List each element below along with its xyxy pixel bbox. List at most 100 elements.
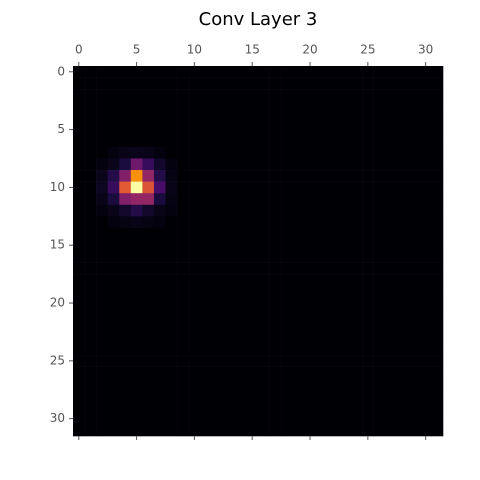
heatmap-cell — [130, 66, 143, 78]
heatmap-cell — [177, 204, 189, 217]
heatmap-cell — [258, 89, 270, 101]
heatmap-cell — [84, 285, 97, 298]
heatmap-cell — [304, 181, 317, 194]
heatmap-cell — [258, 424, 270, 437]
heatmap-cell — [165, 89, 178, 101]
heatmap-cell — [165, 424, 178, 437]
heatmap-cell — [396, 66, 409, 78]
heatmap-cell — [200, 193, 213, 206]
heatmap-cell — [281, 239, 293, 252]
heatmap-cell — [119, 123, 132, 136]
heatmap-cell — [165, 262, 178, 275]
heatmap-cell — [338, 285, 351, 298]
heatmap-cell — [223, 146, 236, 159]
heatmap-cell — [408, 355, 421, 367]
heatmap-cell — [269, 158, 282, 171]
heatmap-cell — [292, 355, 305, 367]
heatmap-cell — [223, 320, 236, 333]
heatmap-cell — [362, 100, 374, 113]
heatmap-cell — [408, 343, 421, 356]
heatmap-cell — [96, 89, 108, 101]
heatmap-cell — [292, 251, 305, 263]
heatmap-cell — [84, 251, 97, 263]
heatmap-cell — [373, 355, 386, 367]
heatmap-cell — [327, 77, 340, 90]
heatmap-cell — [234, 77, 247, 90]
heatmap-cell — [258, 66, 270, 78]
heatmap-cell — [246, 227, 259, 240]
heatmap-cell — [211, 123, 224, 136]
heatmap-cell — [234, 227, 247, 240]
heatmap-cell — [315, 274, 328, 286]
heatmap-cell — [292, 89, 305, 101]
heatmap-cell — [258, 239, 270, 252]
heatmap-cell — [73, 389, 85, 402]
heatmap-cell — [362, 320, 374, 333]
heatmap-cell — [408, 424, 421, 437]
heatmap-cell — [419, 239, 432, 252]
heatmap-cell — [419, 251, 432, 263]
heatmap-cell — [119, 366, 132, 379]
heatmap-cell — [223, 355, 236, 367]
heatmap-cell — [96, 378, 108, 391]
heatmap-cell — [373, 401, 386, 414]
heatmap-cell — [258, 77, 270, 90]
heatmap-cell — [327, 424, 340, 437]
heatmap-cell — [188, 204, 201, 217]
heatmap-cell — [130, 424, 143, 437]
heatmap-cell — [84, 401, 97, 414]
heatmap-cell — [153, 412, 166, 425]
heatmap-cell — [165, 146, 178, 159]
heatmap-cell — [119, 389, 132, 402]
heatmap-cell — [119, 89, 132, 101]
heatmap-cell — [211, 297, 224, 310]
heatmap-cell — [130, 343, 143, 356]
heatmap-cell — [419, 355, 432, 367]
heatmap-cell — [130, 158, 143, 171]
heatmap-cell — [350, 112, 363, 125]
heatmap-cell — [200, 401, 213, 414]
heatmap-cell — [431, 331, 444, 344]
heatmap-cell — [142, 424, 155, 437]
heatmap-cell — [362, 146, 374, 159]
heatmap-cell — [408, 216, 421, 229]
heatmap-cell — [84, 100, 97, 113]
heatmap-cell — [200, 66, 213, 78]
heatmap-cell — [211, 193, 224, 206]
heatmap-cell — [200, 262, 213, 275]
heatmap-cell — [258, 320, 270, 333]
heatmap-cell — [165, 401, 178, 414]
heatmap-cell — [292, 123, 305, 136]
heatmap-cell — [223, 204, 236, 217]
heatmap-cell — [211, 112, 224, 125]
heatmap-cell — [269, 170, 282, 182]
heatmap-cell — [350, 343, 363, 356]
heatmap-cell — [223, 297, 236, 310]
heatmap-cell — [177, 262, 189, 275]
heatmap-cell — [96, 158, 108, 171]
heatmap-cell — [119, 285, 132, 298]
heatmap-cell — [246, 389, 259, 402]
heatmap-cell — [315, 401, 328, 414]
heatmap-cell — [96, 112, 108, 125]
heatmap-cell — [200, 239, 213, 252]
heatmap-cell — [188, 251, 201, 263]
heatmap-cell — [73, 343, 85, 356]
heatmap-cell — [385, 135, 398, 148]
heatmap-cell — [350, 170, 363, 182]
heatmap-cell — [96, 239, 108, 252]
heatmap-cell — [362, 239, 374, 252]
heatmap-cell — [211, 227, 224, 240]
heatmap-cell — [315, 331, 328, 344]
heatmap-cell — [96, 355, 108, 367]
heatmap-cell — [292, 204, 305, 217]
heatmap-cell — [130, 401, 143, 414]
heatmap-cell — [142, 89, 155, 101]
heatmap-cell — [304, 239, 317, 252]
heatmap-cell — [200, 297, 213, 310]
heatmap-cell — [107, 216, 120, 229]
heatmap-cell — [96, 412, 108, 425]
heatmap-cell — [315, 100, 328, 113]
heatmap-cell — [327, 285, 340, 298]
heatmap-cell — [292, 193, 305, 206]
